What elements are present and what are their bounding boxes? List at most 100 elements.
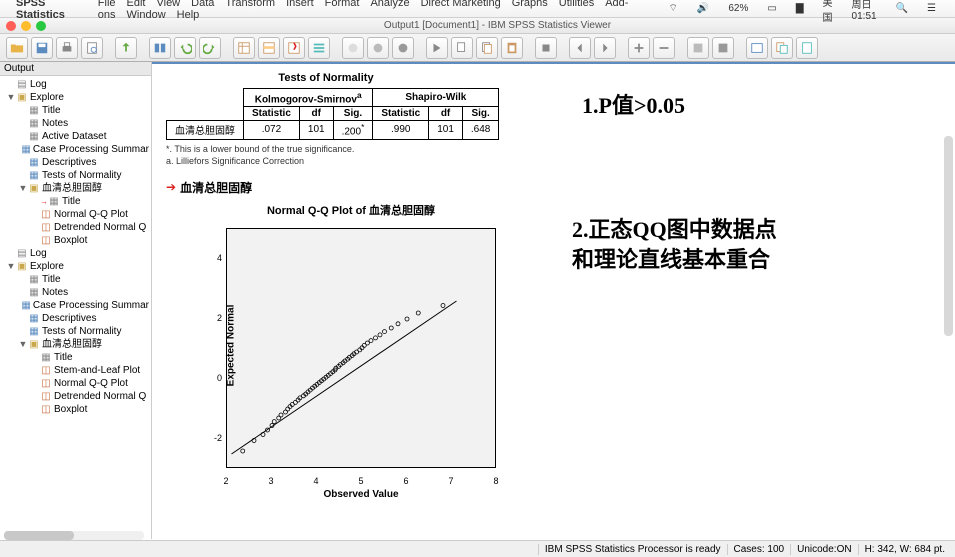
section-arrow-icon: ➔	[166, 180, 176, 194]
outline-item[interactable]: ▦Case Processing Summar	[0, 299, 151, 312]
outline-item[interactable]: ▦Title	[0, 104, 151, 117]
chart-xlabel: Observed Value	[226, 489, 496, 500]
menu-insert[interactable]: Insert	[286, 0, 314, 9]
outline-item[interactable]: ◫Detrended Normal Q	[0, 390, 151, 403]
insert-text-button[interactable]	[392, 37, 414, 59]
outline-item[interactable]: ◫Detrended Normal Q	[0, 221, 151, 234]
clock: 周日01:51	[852, 0, 877, 22]
zoom-in-button[interactable]	[628, 37, 650, 59]
wifi-icon[interactable]: ⌔	[669, 2, 678, 15]
preview-button[interactable]	[81, 37, 103, 59]
search-icon[interactable]: 🔍	[896, 3, 908, 14]
outline-item[interactable]: ◫Boxplot	[0, 234, 151, 247]
dialog-recall-button[interactable]	[149, 37, 171, 59]
outline-item[interactable]: ▤Log	[0, 78, 151, 91]
menu-format[interactable]: Format	[325, 0, 360, 9]
paste-button[interactable]	[501, 37, 523, 59]
window-titlebar: Output1 [Document1] - IBM SPSS Statistic…	[0, 18, 955, 34]
outline-scrollbar[interactable]	[4, 531, 144, 540]
designate-window-button[interactable]	[687, 37, 709, 59]
battery-pct: 62%	[728, 3, 748, 14]
outline-item[interactable]: ▤Log	[0, 247, 151, 260]
menu-analyze[interactable]: Analyze	[370, 0, 409, 9]
outline-item[interactable]: ◫Normal Q-Q Plot	[0, 208, 151, 221]
zoom-out-button[interactable]	[653, 37, 675, 59]
outline-item[interactable]: ▦Descriptives	[0, 312, 151, 325]
syntax-button[interactable]	[746, 37, 768, 59]
outline-item[interactable]: ◫Stem-and-Leaf Plot	[0, 364, 151, 377]
outline-tree[interactable]: ▤Log▼▣Explore▦Title▦Notes▦Active Dataset…	[0, 76, 151, 418]
outline-item[interactable]: ▼▣血清总胆固醇	[0, 182, 151, 195]
table-title: Tests of Normality	[166, 72, 486, 84]
outline-item[interactable]: ◫Boxplot	[0, 403, 151, 416]
goto-data-button[interactable]	[233, 37, 255, 59]
menu-direct-marketing[interactable]: Direct Marketing	[421, 0, 501, 9]
menu-window[interactable]: Window	[127, 9, 166, 21]
annotation-2a: 2.正态QQ图中数据点	[572, 212, 777, 244]
outline-item[interactable]: ▦Title	[0, 273, 151, 286]
outline-item[interactable]: ▦Case Processing Summar	[0, 143, 151, 156]
qq-plot[interactable]: Expected Normal Observed Value -2024 234…	[196, 220, 506, 500]
menu-file[interactable]: File	[98, 0, 116, 9]
volume-icon[interactable]: 🔊	[697, 3, 709, 14]
save-button[interactable]	[31, 37, 53, 59]
content-pane: Tests of Normality Kolmogorov-Smirnova S…	[152, 62, 955, 539]
export-button[interactable]	[115, 37, 137, 59]
insert-heading-button[interactable]	[342, 37, 364, 59]
variables-button[interactable]	[283, 37, 305, 59]
status-hw: H: 342, W: 684 pt.	[858, 544, 951, 555]
copy-button[interactable]	[476, 37, 498, 59]
outline-item[interactable]: ▦Title	[0, 351, 151, 364]
menu-graphs[interactable]: Graphs	[512, 0, 548, 9]
menu-help[interactable]: Help	[177, 9, 200, 21]
minimize-button[interactable]	[21, 21, 31, 31]
goto-case-button[interactable]	[258, 37, 280, 59]
mac-menubar: SPSS Statistics File Edit View Data Transfor…	[0, 0, 955, 18]
footnote-a: a. Lilliefors Significance Correction	[166, 155, 941, 167]
undo-button[interactable]	[174, 37, 196, 59]
menu-utilities[interactable]: Utilities	[559, 0, 594, 9]
outline-item[interactable]: ▦Active Dataset	[0, 130, 151, 143]
outline-item[interactable]: ▦Notes	[0, 117, 151, 130]
ks-header: Kolmogorov-Smirnov	[255, 94, 357, 105]
zoom-button[interactable]	[36, 21, 46, 31]
close-button[interactable]	[6, 21, 16, 31]
outline-item[interactable]: ▼▣Explore	[0, 91, 151, 104]
menu-data[interactable]: Data	[191, 0, 214, 9]
open-button[interactable]	[6, 37, 28, 59]
outline-item[interactable]: ◫Normal Q-Q Plot	[0, 377, 151, 390]
insert-title-button[interactable]	[367, 37, 389, 59]
status-cases: Cases: 100	[727, 544, 791, 555]
select-button[interactable]	[308, 37, 330, 59]
outline-item[interactable]: ▦Tests of Normality	[0, 325, 151, 338]
menu-icon[interactable]: ☰	[927, 3, 936, 14]
outline-item[interactable]: ▦Descriptives	[0, 156, 151, 169]
print-button[interactable]	[56, 37, 78, 59]
run-button[interactable]	[426, 37, 448, 59]
outline-item[interactable]: →▦Title	[0, 195, 151, 208]
outline-item[interactable]: ▼▣血清总胆固醇	[0, 338, 151, 351]
vertical-scrollbar[interactable]	[944, 136, 953, 336]
nav-back-button[interactable]	[569, 37, 591, 59]
nav-forward-button[interactable]	[594, 37, 616, 59]
redo-button[interactable]	[199, 37, 221, 59]
outline-item[interactable]: ▼▣Explore	[0, 260, 151, 273]
cut-button[interactable]	[451, 37, 473, 59]
menu-transform[interactable]: Transform	[225, 0, 275, 9]
outline-item[interactable]: ▦Notes	[0, 286, 151, 299]
menu-edit[interactable]: Edit	[127, 0, 146, 9]
script-button[interactable]	[771, 37, 793, 59]
menubar-app[interactable]: SPSS Statistics	[16, 0, 87, 21]
designate-window2-button[interactable]	[712, 37, 734, 59]
menu-view[interactable]: View	[156, 0, 180, 9]
flag-icon[interactable]: ▇	[796, 3, 804, 14]
stop-button[interactable]	[535, 37, 557, 59]
chart-builder-button[interactable]	[796, 37, 818, 59]
toolbar	[0, 34, 955, 62]
annotation-1: 1.P值>0.05	[582, 88, 685, 120]
outline-item[interactable]: ▦Tests of Normality	[0, 169, 151, 182]
window-title: Output1 [Document1] - IBM SPSS Statistic…	[46, 20, 949, 31]
row-label: 血清总胆固醇	[167, 121, 244, 139]
sw-header: Shapiro-Wilk	[373, 89, 499, 107]
outline-header: Output	[0, 62, 151, 76]
